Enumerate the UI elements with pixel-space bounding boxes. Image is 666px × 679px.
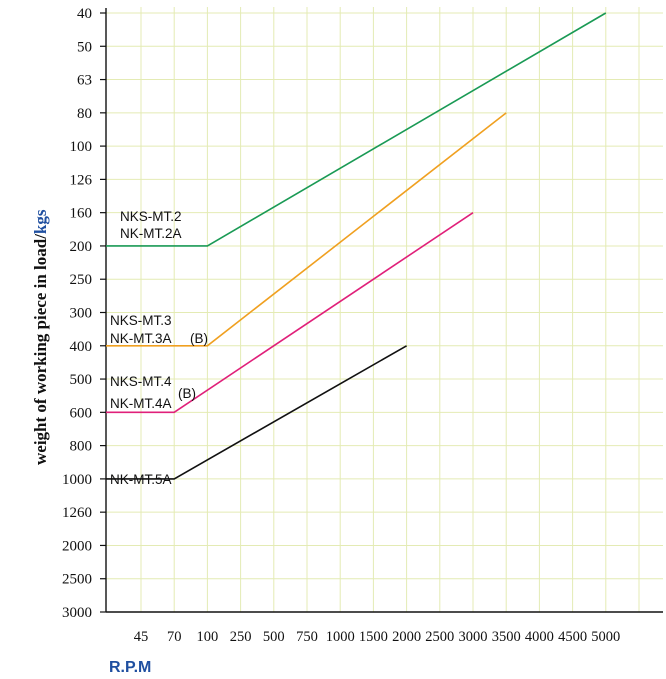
y-tick-label: 250 [70, 272, 93, 288]
y-tick-label: 2500 [62, 572, 92, 588]
y-tick-label: 40 [77, 6, 92, 22]
y-tick-label: 2000 [62, 538, 92, 554]
y-tick-label: 1260 [62, 505, 92, 521]
y-tick-label: 200 [70, 239, 93, 255]
series-label: NKS-MT.2 [120, 209, 182, 224]
x-tick-label: 2000 [392, 629, 421, 645]
y-axis-label-unit: kgs [31, 209, 50, 234]
x-tick-label: 100 [197, 629, 219, 645]
x-tick-label: 5000 [591, 629, 620, 645]
y-tick-label: 300 [70, 306, 93, 322]
series-label: NKS-MT.3 [110, 313, 172, 328]
series-label: NKS-MT.4 [110, 374, 172, 389]
x-tick-labels: 45 70 100 250 500 750 1000 1500 2000 2500 3000 3500… [134, 629, 621, 645]
y-tick-label: 50 [77, 39, 92, 55]
x-axis-label: R.P.M [109, 659, 151, 676]
x-tick-label: 1000 [326, 629, 355, 645]
y-tick-label: 600 [70, 405, 93, 421]
y-tick-label: 63 [77, 73, 92, 89]
x-tick-label: 3000 [459, 629, 488, 645]
series-line-2 [106, 112, 507, 347]
x-tick-label: 1500 [359, 629, 388, 645]
y-tick-label: 3000 [62, 605, 92, 621]
x-tick-label: 250 [230, 629, 252, 645]
y-tick-labels: 40 50 63 80 100 126 160 200 250 300 400 500 600 800 10… [62, 6, 106, 621]
y-axis-label: weight of working piece in load/kgs [31, 209, 50, 465]
y-tick-label: 126 [70, 172, 93, 188]
y-tick-label: 1000 [62, 472, 92, 488]
y-axis-label-text: weight of working piece in load/ [31, 234, 50, 465]
series-note: (B) [178, 386, 196, 401]
series-label: NK-MT.2A [120, 226, 182, 241]
y-tick-label: 80 [77, 106, 92, 122]
x-tick-label: 750 [296, 629, 318, 645]
x-tick-label: 3500 [492, 629, 521, 645]
series-lines [106, 12, 607, 480]
series-label: NK-MT.5A [110, 472, 172, 487]
x-tick-label: 500 [263, 629, 285, 645]
series-line-4 [106, 345, 407, 480]
x-tick-label: 4500 [558, 629, 587, 645]
series-line-1 [106, 12, 607, 247]
y-tick-label: 500 [70, 372, 93, 388]
axes [105, 8, 663, 613]
series-label: NK-MT.4A [110, 396, 172, 411]
x-tick-label: 70 [167, 629, 182, 645]
grid [106, 7, 663, 613]
series-note: (B) [190, 331, 208, 346]
y-tick-label: 160 [70, 206, 93, 222]
y-tick-label: 400 [70, 339, 93, 355]
series-line-3 [106, 212, 474, 414]
x-tick-label: 4000 [525, 629, 554, 645]
x-tick-label: 45 [134, 629, 149, 645]
series-labels: NKS-MT.2 NK-MT.2A NKS-MT.3 NK-MT.3A (B) NKS-M… [110, 209, 208, 487]
y-tick-label: 100 [70, 139, 93, 155]
x-tick-label: 2500 [425, 629, 454, 645]
y-tick-label: 800 [70, 439, 93, 455]
series-label: NK-MT.3A [110, 331, 172, 346]
